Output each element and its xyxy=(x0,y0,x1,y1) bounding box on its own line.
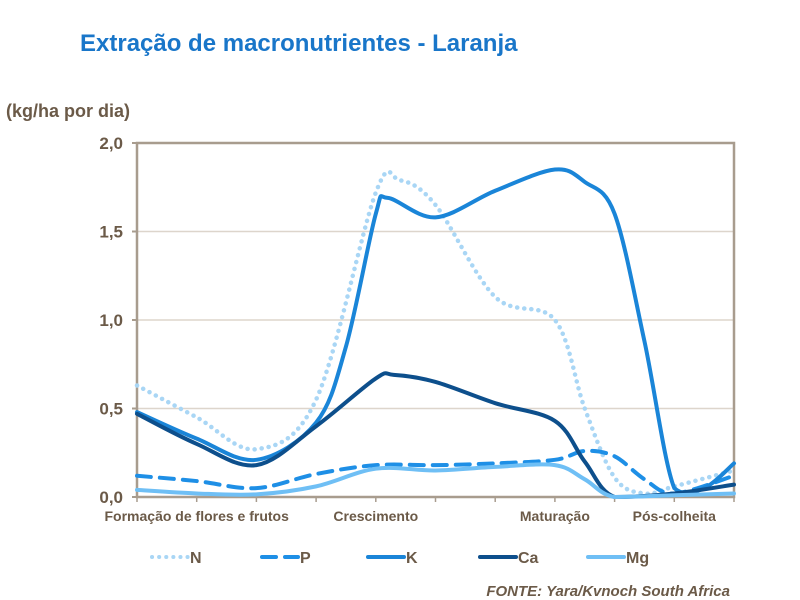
y-tick-label: 1,5 xyxy=(99,223,123,242)
source-note: FONTE: Yara/Kvnoch South Africa xyxy=(486,583,730,600)
y-tick-label: 1,0 xyxy=(99,311,123,330)
x-category-label: Crescimento xyxy=(333,508,418,524)
legend-label-p: P xyxy=(300,550,311,567)
x-category-label: Maturação xyxy=(520,508,590,524)
legend-label-mg: Mg xyxy=(626,550,649,567)
x-category-label: Pós-colheita xyxy=(633,508,716,524)
series-line-mg xyxy=(135,462,736,500)
legend-label-n: N xyxy=(190,550,202,567)
series-line-p xyxy=(135,448,736,496)
legend-label-k: K xyxy=(406,550,418,567)
series-line-k xyxy=(135,167,736,496)
y-tick-label: 0,5 xyxy=(99,400,123,419)
x-category-label: Formação de flores e frutos xyxy=(105,508,290,524)
y-tick-label: 0,0 xyxy=(99,488,123,507)
y-axis-label: (kg/ha por dia) xyxy=(6,101,131,121)
legend-label-ca: Ca xyxy=(518,550,539,567)
y-tick-label: 2,0 xyxy=(99,134,123,153)
chart-title: Extração de macronutrientes - Laranja xyxy=(80,30,518,57)
